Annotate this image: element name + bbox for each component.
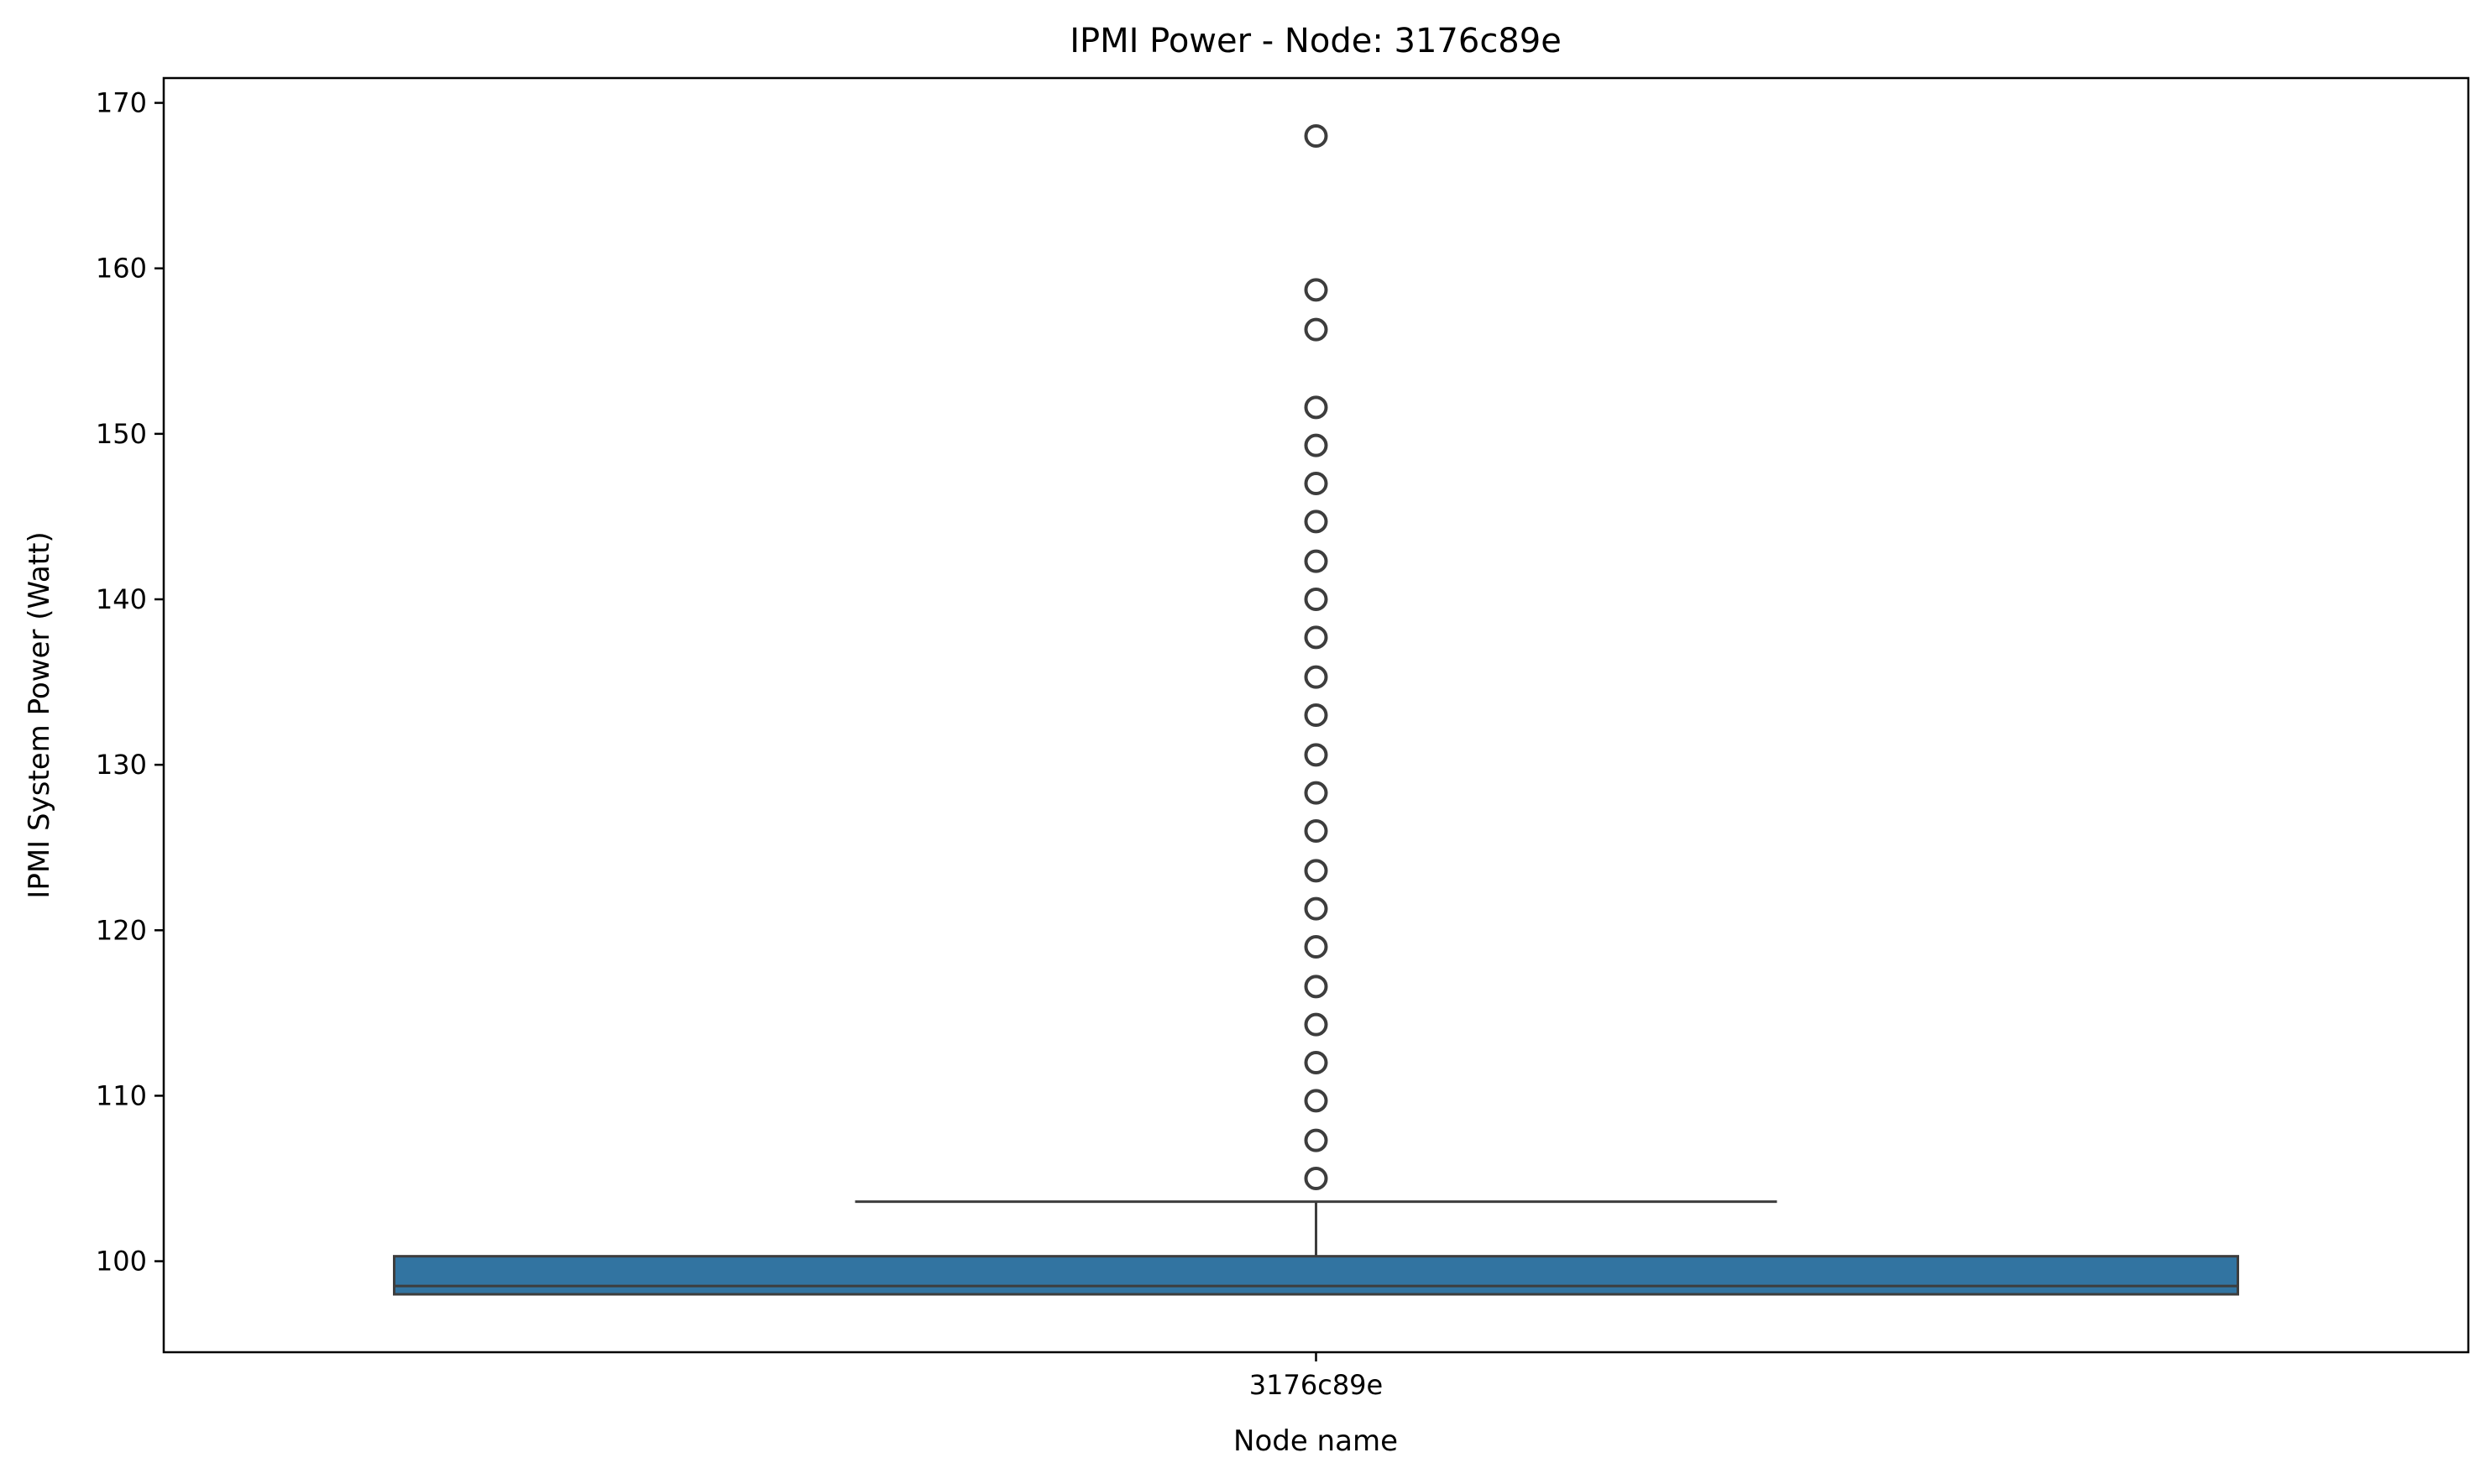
y-tick-label: 170 xyxy=(96,87,147,119)
outlier-point xyxy=(1304,975,1328,999)
outlier-point xyxy=(1304,1012,1328,1037)
y-tick-label: 110 xyxy=(96,1079,147,1111)
outlier-point xyxy=(1304,472,1328,495)
outlier-point xyxy=(1304,1089,1328,1113)
y-tick-label: 140 xyxy=(96,583,147,615)
x-axis: 3176c89e xyxy=(1249,1352,1383,1401)
outlier-point xyxy=(1304,1051,1328,1074)
y-tick-label: 120 xyxy=(96,914,147,946)
outlier-point xyxy=(1304,278,1328,302)
outlier-point xyxy=(1304,625,1328,650)
outlier-point xyxy=(1304,665,1328,689)
outlier-point xyxy=(1304,395,1328,420)
outlier-point xyxy=(1304,1167,1328,1190)
outlier-point xyxy=(1304,588,1328,611)
x-tick-label: 3176c89e xyxy=(1249,1369,1383,1401)
y-axis: 100 110 120 130 140 150 160 170 xyxy=(96,87,164,1278)
outlier-point xyxy=(1304,124,1328,148)
y-tick-label: 130 xyxy=(96,749,147,781)
y-tick-label: 100 xyxy=(96,1246,147,1278)
outlier-point xyxy=(1304,859,1328,883)
outlier-point xyxy=(1304,703,1328,727)
plot-area xyxy=(393,124,2239,1296)
outlier-point xyxy=(1304,549,1328,573)
outlier-point xyxy=(1304,896,1328,921)
y-tick-label: 150 xyxy=(96,418,147,450)
outlier-point xyxy=(1304,317,1328,342)
outlier-point xyxy=(1304,781,1328,805)
outlier-point xyxy=(1304,509,1328,534)
outlier-point xyxy=(1304,935,1328,959)
chart-title: IPMI Power - Node: 3176c89e xyxy=(1070,22,1562,60)
outlier-point xyxy=(1304,743,1328,767)
x-axis-label: Node name xyxy=(1233,1424,1398,1458)
interquartile-box xyxy=(393,1255,2239,1296)
outlier-point xyxy=(1304,1128,1328,1152)
y-axis-label: IPMI System Power (Watt) xyxy=(23,531,56,898)
y-tick-label: 160 xyxy=(96,253,147,285)
outlier-point xyxy=(1304,819,1328,843)
outlier-point xyxy=(1304,433,1328,457)
